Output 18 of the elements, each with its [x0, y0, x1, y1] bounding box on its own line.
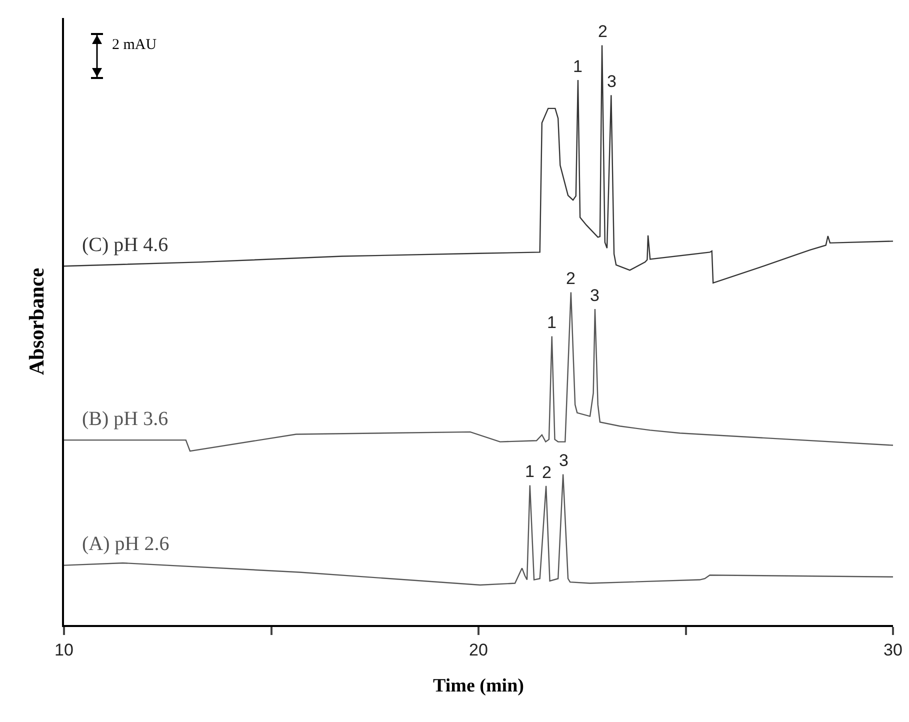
series-label: (C) pH 4.6 — [82, 234, 168, 256]
series-label: (B) pH 3.6 — [82, 408, 168, 430]
series-label: (A) pH 2.6 — [82, 533, 170, 555]
annotation: 3 — [559, 451, 568, 470]
annotation: 1 — [525, 462, 534, 481]
annotation: 1 — [547, 313, 556, 332]
annotation: 2 — [598, 22, 608, 41]
x-tick-label: 10 — [54, 640, 74, 660]
annotation: 2 — [566, 269, 576, 288]
annotation: 1 — [573, 57, 582, 76]
x-axis-title: Time (min) — [433, 676, 524, 697]
annotation: 3 — [607, 72, 616, 91]
y-axis-title: Absorbance — [24, 268, 49, 376]
annotation: 3 — [590, 286, 600, 305]
annotation: 2 mAU — [112, 37, 157, 53]
x-tick-label: 30 — [884, 640, 902, 660]
x-tick-label: 20 — [469, 640, 488, 660]
annotation: 2 — [542, 463, 552, 482]
